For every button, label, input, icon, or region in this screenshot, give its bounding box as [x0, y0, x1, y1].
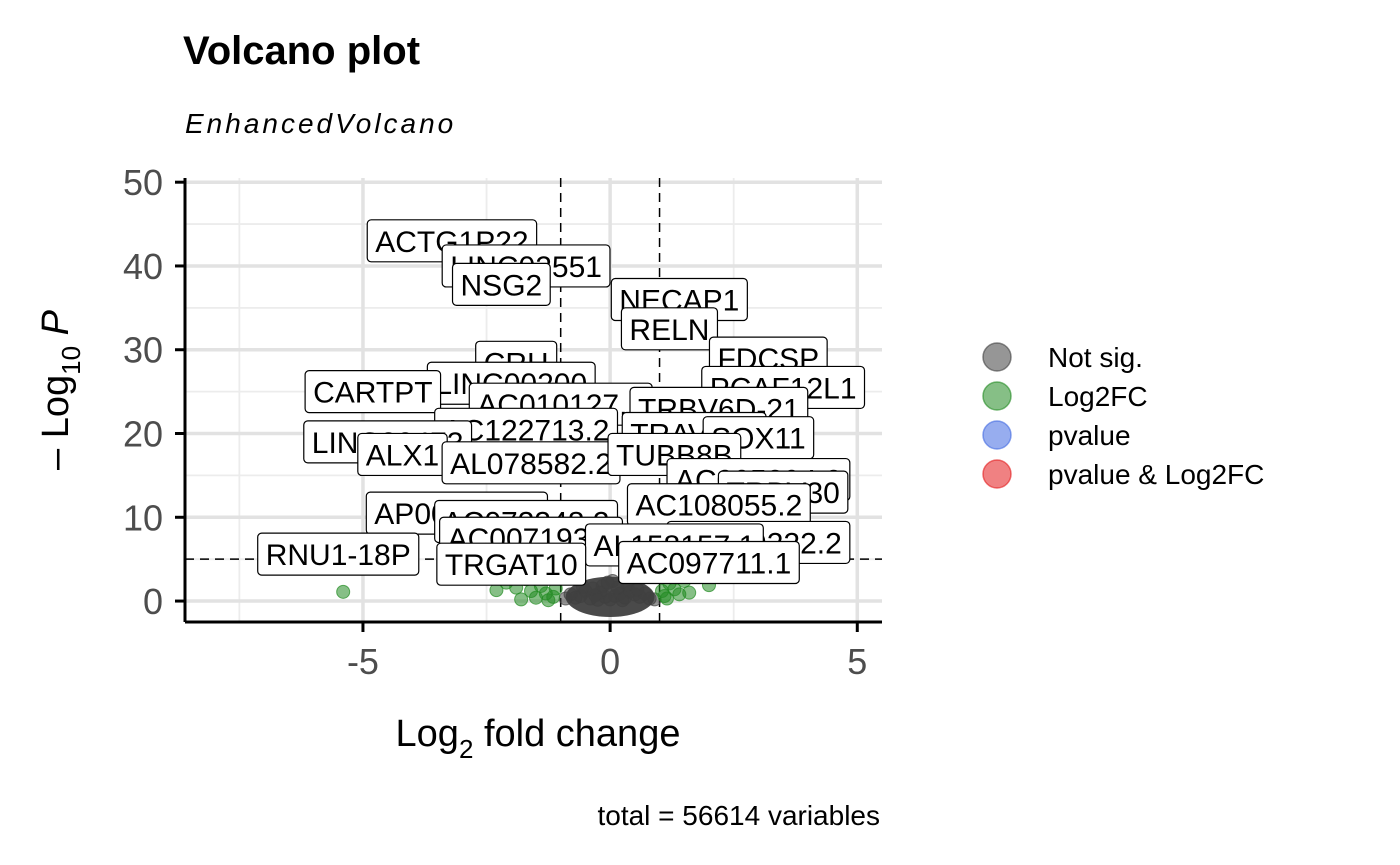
x-tick-label: 0 [600, 641, 620, 682]
legend-key [982, 381, 1012, 411]
y-tick-label: 50 [123, 162, 163, 203]
gene-label-text: RELN [629, 314, 709, 347]
legend-item: pvalue & Log2FC [982, 459, 1264, 490]
gene-label: NSG2 [451, 262, 551, 306]
gene-labels: ACTG1P22LINC02551NSG2NECAP1RELNFDCSPCRHP… [257, 219, 866, 586]
gene-label-text: ALX1 [366, 439, 439, 472]
gene-label-text: RNU1-18P [266, 539, 411, 572]
gene-label-box [257, 532, 420, 576]
not-sig-point [615, 593, 630, 608]
gene-label: CARTPT [304, 370, 442, 414]
legend-key [982, 420, 1012, 450]
not-sig-point [590, 592, 605, 607]
legend-item: pvalue [982, 420, 1131, 451]
x-tick-label: 5 [847, 641, 867, 682]
x-axis-title: Log2 fold change [396, 713, 681, 764]
not-sig-point [558, 591, 573, 606]
log2fc-point [672, 587, 687, 602]
y-tick-label: 30 [123, 330, 163, 371]
log2fc-point [541, 593, 556, 608]
gene-label-box [304, 370, 442, 414]
gene-label-text: AC097711.1 [627, 548, 792, 581]
y-tick-label: 10 [123, 497, 163, 538]
gene-label-box [451, 262, 551, 306]
legend-item: Not sig. [982, 342, 1143, 373]
caption-total-variables: total = 56614 variables [597, 800, 880, 831]
gene-label-text: NSG2 [461, 269, 543, 302]
gene-label-text: TRGAT10 [445, 549, 578, 582]
legend-label: pvalue & Log2FC [1048, 459, 1264, 490]
gene-label: NECAP1 [610, 277, 748, 322]
not-sig-point [630, 582, 645, 597]
gene-label: AC097711.1 [618, 540, 800, 585]
legend-key [982, 342, 1012, 372]
y-axis-title-pre: – Log [35, 375, 77, 470]
gene-label: AC108055.2 [626, 483, 811, 527]
gene-label: ALX1 [357, 432, 448, 477]
legend: Not sig. Log2FC pvalue pvalue & Log2FC [982, 342, 1264, 490]
legend-label: Log2FC [1048, 381, 1148, 412]
y-tick-label: 40 [123, 246, 163, 287]
gene-label-box [620, 307, 719, 351]
y-axis-title: – Log10 P [35, 309, 86, 470]
axes [183, 178, 882, 624]
y-axis-title-post: P [35, 309, 77, 346]
chart-title: Volcano plot [183, 29, 420, 73]
legend-key [982, 459, 1012, 489]
x-axis-title-sub: 2 [459, 734, 473, 764]
x-tick-label: -5 [347, 641, 379, 682]
y-axis-title-sub: 10 [56, 346, 86, 375]
x-axis-title-base: Log [396, 713, 459, 755]
chart-subtitle: EnhancedVolcano [185, 108, 456, 139]
legend-item: Log2FC [982, 381, 1148, 412]
gene-label-text: AL078582.2 [450, 448, 612, 481]
x-axis-title-rest: fold change [473, 713, 680, 755]
gene-label-box [436, 542, 587, 586]
log2fc-point [336, 584, 351, 599]
legend-label: Not sig. [1048, 342, 1143, 373]
gene-label: RNU1-18P [257, 532, 420, 576]
gene-label: AL078582.2 [441, 441, 621, 485]
log2fc-point [659, 591, 674, 606]
legend-label: pvalue [1048, 420, 1131, 451]
not-sig-point [600, 575, 615, 590]
gene-label: TRGAT10 [436, 542, 587, 586]
gene-label: RELN [620, 307, 719, 351]
gene-label-text: AC108055.2 [635, 490, 802, 523]
gene-label-box [618, 540, 800, 585]
log2fc-point [514, 592, 529, 607]
gene-label-text: CARTPT [313, 377, 432, 410]
y-tick-label: 20 [123, 414, 163, 455]
y-tick-label: 0 [143, 581, 163, 622]
